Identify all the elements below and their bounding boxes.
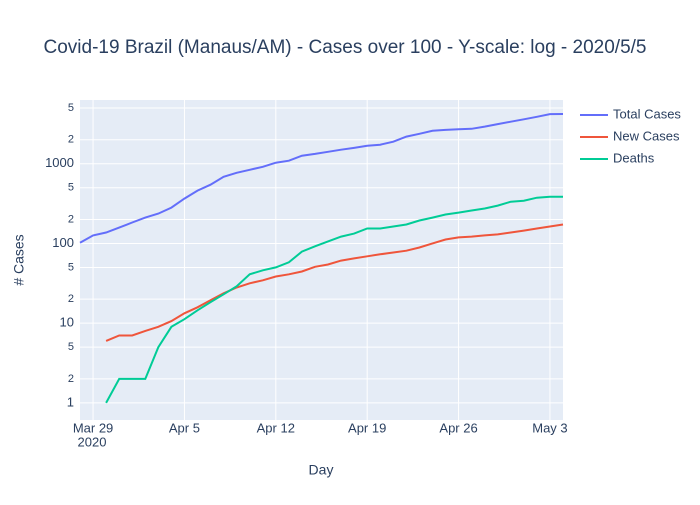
y-tick-label: 2	[68, 213, 74, 225]
legend-label: Total Cases	[613, 106, 681, 121]
y-tick-label: 10	[60, 315, 74, 330]
y-tick-label: 5	[68, 341, 74, 353]
y-tick-label: 2	[68, 293, 74, 305]
legend-label: Deaths	[613, 150, 655, 165]
y-tick-label: 100	[52, 235, 74, 250]
chart-title: Covid-19 Brazil (Manaus/AM) - Cases over…	[44, 37, 647, 58]
series-line	[105, 223, 564, 342]
x-axis-title: Day	[309, 462, 334, 478]
series-line	[105, 195, 563, 404]
x-tick-label: May 3	[532, 420, 567, 435]
x-tick-label: Apr 5	[169, 420, 200, 435]
x-tick-label: Apr 19	[348, 420, 386, 435]
series-line	[79, 113, 564, 244]
x-tick-label: Apr 26	[439, 420, 477, 435]
x-tick-label: Apr 12	[257, 420, 295, 435]
y-tick-label: 5	[68, 261, 74, 273]
plot-area	[80, 100, 563, 420]
y-tick-label: 1	[67, 394, 74, 409]
x-year-label: 2020	[78, 434, 107, 449]
y-tick-label: 2	[68, 134, 74, 146]
y-tick-label: 5	[68, 102, 74, 114]
y-tick-label: 2	[68, 373, 74, 385]
y-axis-title: # Cases	[11, 234, 27, 285]
x-tick-label: Mar 29	[73, 420, 113, 435]
y-tick-label: 1000	[45, 155, 74, 170]
y-tick-label: 5	[68, 182, 74, 194]
legend-label: New Cases	[613, 128, 680, 143]
